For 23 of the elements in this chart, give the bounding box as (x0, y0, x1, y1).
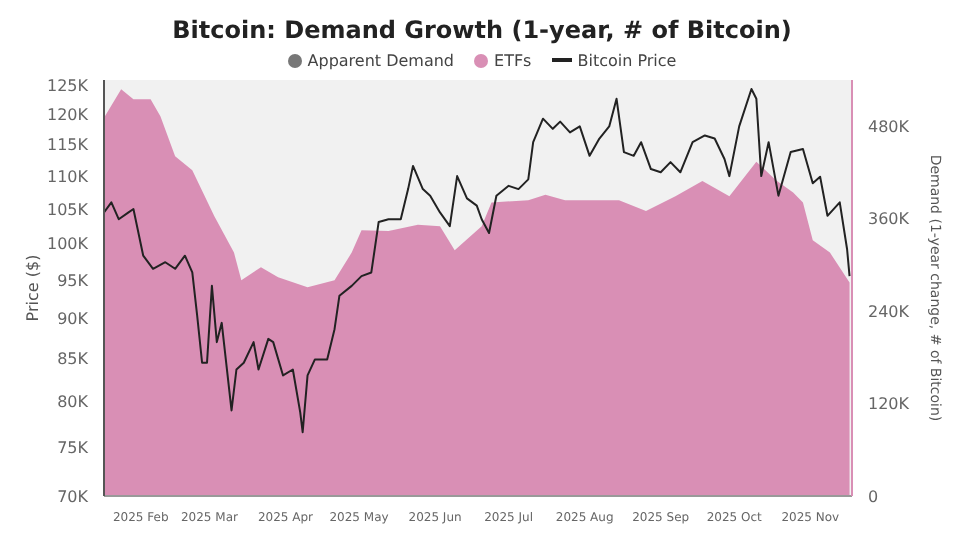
legend-label: Apparent Demand (307, 51, 455, 69)
chart-title: Bitcoin: Demand Growth (1-year, # of Bitcoin) (170, 16, 794, 48)
y2-tick-label: 240K (868, 302, 911, 321)
y-axis-title: Price ($) (23, 254, 42, 322)
legend-label: ETFs (494, 51, 532, 69)
y-tick-label: 75K (57, 438, 90, 457)
y2-tick-label: 360K (868, 210, 911, 229)
legend-label: Bitcoin Price (577, 51, 677, 69)
y-tick-label: 95K (57, 271, 90, 290)
y2-tick-label: 0 (868, 487, 879, 506)
y-tick-label: 90K (57, 309, 90, 328)
y-tick-label: 115K (46, 136, 90, 155)
y-tick-label: 70K (57, 487, 90, 506)
y-tick-label: 85K (57, 350, 90, 369)
y-tick-label: 105K (46, 200, 90, 219)
y-tick-label: 100K (46, 235, 90, 254)
y-tick-label: 125K (46, 77, 90, 96)
line-series (104, 88, 851, 434)
y-tick-label: 120K (46, 106, 90, 125)
y-tick-label: 80K (57, 393, 90, 412)
y-tick-label: 110K (46, 167, 90, 186)
y2-tick-label: 480K (868, 117, 911, 136)
y2-tick-label: 120K (868, 395, 911, 414)
